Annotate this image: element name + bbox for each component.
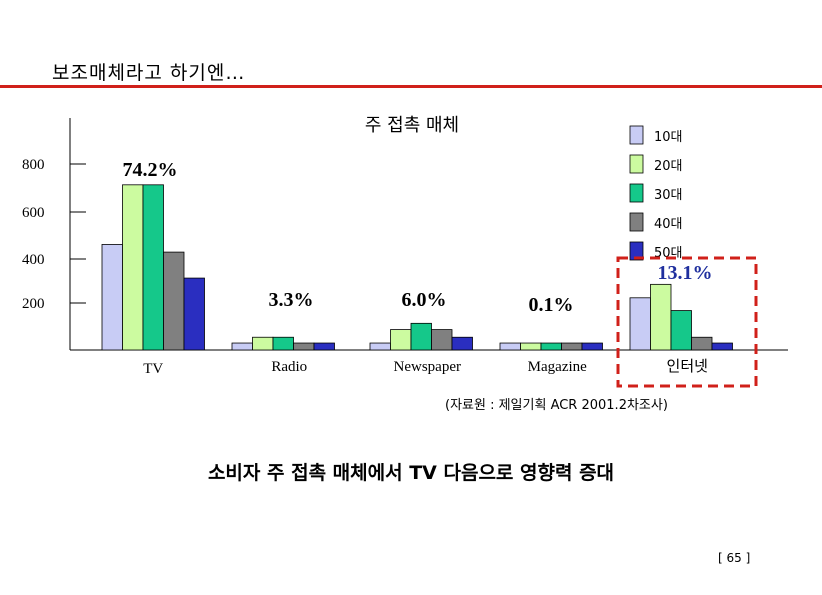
- bar: [629, 297, 651, 351]
- bar: [451, 336, 473, 351]
- page-number: [ 65 ]: [718, 551, 751, 565]
- bar: [499, 342, 521, 351]
- share-label: 6.0%: [402, 289, 447, 311]
- bar: [231, 342, 253, 351]
- slide-title: 보조매체라고 하기엔…: [52, 62, 246, 84]
- share-label: 74.2%: [123, 159, 178, 181]
- y-tick-label: 200: [22, 296, 45, 312]
- bar: [540, 342, 562, 351]
- bar: [711, 342, 733, 351]
- bar: [101, 244, 123, 351]
- y-tick-label: 800: [22, 157, 45, 173]
- legend-label: 10대: [654, 130, 683, 145]
- share-label: 13.1%: [658, 262, 713, 284]
- bar: [163, 251, 185, 351]
- bar: [272, 336, 294, 351]
- share-label: 0.1%: [529, 294, 574, 316]
- legend-label: 30대: [654, 188, 683, 203]
- internet-highlight-box: [616, 256, 758, 388]
- legend-swatch: [629, 125, 644, 145]
- chart-bars: [101, 184, 733, 351]
- conclusion-text: 소비자 주 접촉 매체에서 TV 다음으로 영향력 증대: [207, 462, 615, 484]
- bar: [431, 329, 453, 351]
- bar: [313, 342, 335, 351]
- category-labels: TV Radio Newspaper Magazine 인터넷: [143, 357, 708, 377]
- share-label: 3.3%: [269, 289, 314, 311]
- bar: [122, 184, 144, 351]
- y-tick-label: 400: [22, 252, 45, 268]
- legend-label: 20대: [654, 159, 683, 174]
- bar: [390, 329, 412, 351]
- bar: [369, 342, 391, 351]
- bar: [142, 184, 164, 351]
- y-tick-label: 600: [22, 205, 45, 221]
- bar: [650, 283, 672, 351]
- bar: [410, 322, 432, 351]
- bar: [561, 342, 583, 351]
- legend-swatch: [629, 154, 644, 174]
- bar: [520, 342, 542, 351]
- bar: [581, 342, 603, 351]
- title-divider: [0, 85, 822, 88]
- category-label: 인터넷: [667, 357, 708, 375]
- legend-swatch: [629, 212, 644, 232]
- bar: [293, 342, 315, 351]
- source-note: (자료원 : 제일기획 ACR 2001.2차조사): [445, 398, 668, 413]
- legend-swatch: [629, 241, 644, 261]
- bar: [183, 277, 205, 351]
- bar: [670, 310, 692, 351]
- category-label: Magazine: [528, 359, 587, 375]
- legend-swatch: [629, 183, 644, 203]
- category-label: Newspaper: [394, 359, 461, 375]
- bar: [252, 336, 274, 351]
- category-label: TV: [143, 361, 163, 377]
- category-label: Radio: [271, 359, 307, 375]
- share-labels: 74.2% 3.3% 6.0% 0.1% 13.1%: [123, 159, 713, 316]
- chart-title: 주 접촉 매체: [365, 115, 459, 136]
- bar: [691, 336, 713, 351]
- legend-label: 40대: [654, 217, 683, 232]
